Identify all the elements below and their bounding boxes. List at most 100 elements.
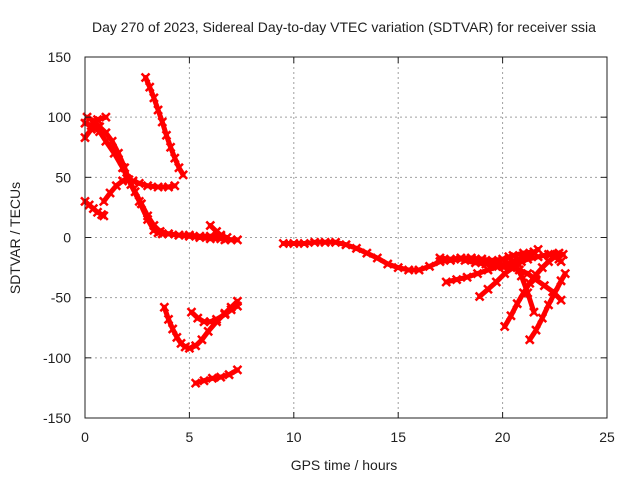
data-point bbox=[320, 237, 331, 248]
data-point bbox=[113, 148, 124, 159]
data-point bbox=[522, 268, 533, 279]
data-point bbox=[197, 334, 207, 345]
data-point bbox=[503, 251, 514, 262]
series-arc20 bbox=[545, 249, 566, 267]
data-point bbox=[533, 244, 543, 255]
series-arc10 bbox=[205, 220, 230, 245]
data-point bbox=[174, 230, 184, 240]
data-point bbox=[403, 265, 414, 275]
data-point bbox=[153, 105, 163, 115]
data-point bbox=[470, 257, 481, 268]
data-point bbox=[207, 373, 218, 384]
series-arc9 bbox=[190, 364, 243, 388]
data-point bbox=[462, 272, 472, 283]
y-tick-label: -100 bbox=[43, 350, 71, 366]
data-point bbox=[149, 93, 159, 103]
data-point bbox=[174, 162, 184, 173]
data-point bbox=[140, 72, 151, 83]
x-tick-label: 25 bbox=[599, 429, 615, 445]
data-point bbox=[86, 124, 97, 135]
data-point bbox=[499, 321, 510, 332]
x-tick-label: 15 bbox=[390, 429, 406, 445]
data-point bbox=[100, 127, 111, 138]
data-point bbox=[205, 233, 216, 244]
data-point bbox=[424, 261, 435, 272]
data-point bbox=[203, 326, 214, 337]
series-arc7 bbox=[159, 296, 243, 354]
data-point bbox=[98, 210, 109, 221]
data-point bbox=[414, 265, 424, 275]
data-point bbox=[159, 302, 170, 313]
data-point bbox=[341, 239, 351, 250]
data-point bbox=[472, 268, 483, 279]
data-point bbox=[161, 130, 172, 141]
data-point bbox=[211, 314, 222, 325]
series-arc6 bbox=[140, 72, 189, 180]
data-point bbox=[163, 229, 174, 239]
data-point bbox=[491, 277, 502, 287]
data-point bbox=[232, 364, 243, 375]
data-point bbox=[543, 300, 554, 310]
data-point bbox=[192, 313, 203, 324]
data-point bbox=[393, 262, 404, 273]
data-point bbox=[556, 256, 566, 267]
data-point bbox=[516, 256, 527, 267]
data-point bbox=[190, 378, 201, 388]
data-point bbox=[497, 261, 508, 272]
data-point bbox=[98, 196, 109, 207]
data-point bbox=[351, 243, 362, 254]
data-point bbox=[105, 188, 115, 198]
data-point bbox=[483, 284, 493, 295]
data-point bbox=[194, 232, 205, 243]
data-point bbox=[529, 307, 539, 317]
data-point bbox=[372, 253, 383, 263]
data-point bbox=[299, 238, 310, 249]
data-point bbox=[524, 250, 535, 261]
series-arc4 bbox=[80, 196, 109, 221]
data-point bbox=[107, 136, 118, 147]
data-point bbox=[516, 271, 527, 281]
data-point bbox=[445, 254, 456, 265]
data-point bbox=[441, 277, 452, 287]
data-point bbox=[309, 237, 320, 248]
data-point bbox=[119, 162, 130, 173]
y-tick-label: 100 bbox=[48, 109, 72, 125]
data-point bbox=[134, 178, 145, 189]
data-point bbox=[142, 180, 153, 191]
y-tick-label: 50 bbox=[55, 169, 71, 185]
data-point bbox=[184, 343, 195, 354]
data-point bbox=[130, 186, 140, 197]
x-tick-label: 5 bbox=[186, 429, 194, 445]
series-line bbox=[143, 75, 186, 178]
data-point bbox=[226, 304, 237, 315]
grid bbox=[85, 57, 607, 418]
data-point bbox=[184, 231, 195, 242]
data-point bbox=[153, 182, 163, 192]
data-point bbox=[100, 112, 111, 123]
y-tick-label: 150 bbox=[48, 49, 72, 65]
data-point bbox=[167, 324, 178, 334]
series-group bbox=[80, 72, 571, 388]
y-tick-label: -50 bbox=[51, 290, 71, 306]
data-point bbox=[382, 259, 393, 269]
data-point bbox=[474, 291, 485, 302]
data-point bbox=[220, 235, 230, 245]
data-point bbox=[330, 237, 341, 248]
data-point bbox=[205, 316, 216, 327]
data-point bbox=[121, 173, 132, 184]
data-point bbox=[510, 259, 521, 269]
data-point bbox=[171, 332, 182, 343]
data-point bbox=[215, 372, 226, 382]
data-point bbox=[560, 268, 571, 279]
data-point bbox=[539, 280, 550, 291]
data-point bbox=[460, 255, 470, 266]
x-tick-label: 10 bbox=[286, 429, 302, 445]
x-tick-label: 0 bbox=[81, 429, 89, 445]
series-arc19 bbox=[524, 268, 571, 345]
data-point bbox=[487, 259, 498, 269]
data-point bbox=[549, 287, 560, 298]
data-point bbox=[199, 375, 209, 386]
data-point bbox=[224, 369, 234, 380]
data-point bbox=[142, 210, 153, 221]
